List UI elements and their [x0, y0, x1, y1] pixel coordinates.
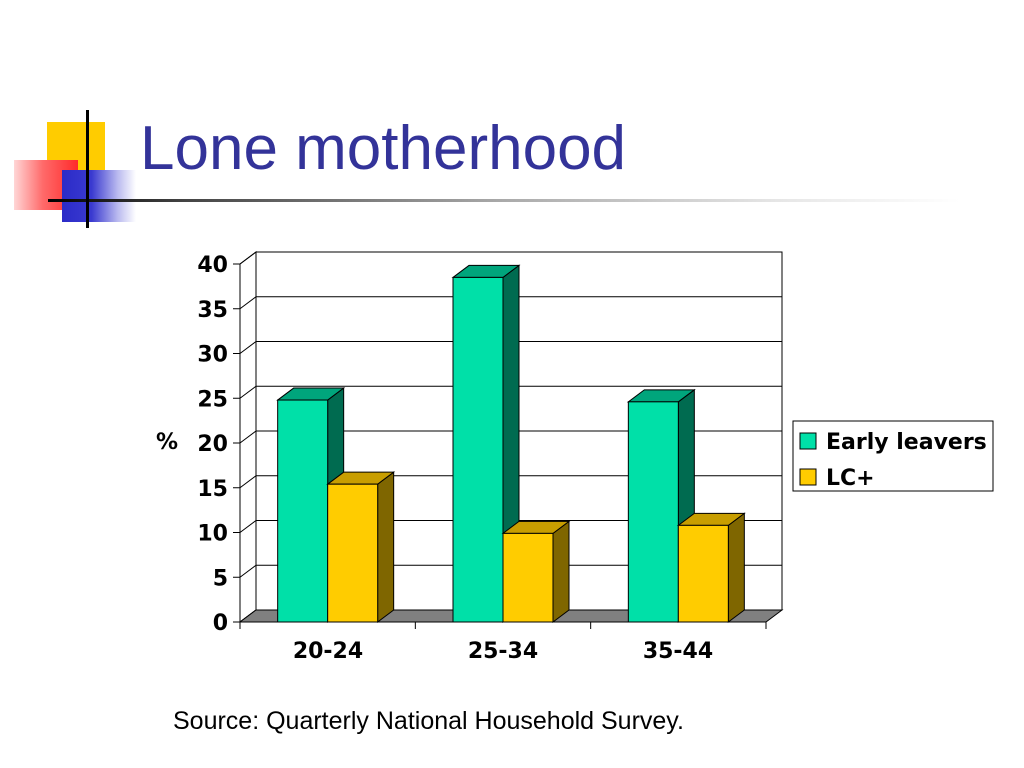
logo-vertical-line: [86, 110, 89, 228]
y-tick-label: 30: [197, 343, 228, 368]
slide-title: Lone motherhood: [140, 114, 627, 183]
x-tick-label: 20-24: [293, 639, 363, 664]
y-tick-label: 15: [197, 477, 228, 502]
logo-blue-square: [62, 170, 136, 222]
legend: Early leavers LC+: [792, 420, 994, 492]
y-tick-label: 5: [213, 566, 228, 591]
legend-label-lc-plus: LC+: [826, 466, 875, 491]
side-gridline: [239, 385, 257, 399]
bar-front-face: [452, 276, 504, 623]
x-tick-label: 25-34: [468, 639, 538, 664]
legend-swatch-early-leavers: [799, 432, 817, 450]
bar-lc-20-24: [326, 471, 396, 623]
legend-swatch-lc-plus: [799, 468, 817, 486]
legend-label-early-leavers: Early leavers: [826, 430, 987, 455]
bar-side-face: [377, 471, 395, 623]
side-gridline: [239, 564, 257, 578]
bar-lc-25-34: [501, 520, 571, 623]
y-tick-label: 0: [213, 611, 228, 636]
side-gridline: [239, 341, 257, 354]
y-tick-label: 35: [197, 298, 228, 323]
x-axis-labels: 20-24 25-34 35-44: [293, 639, 713, 664]
legend-box: [792, 420, 994, 492]
source-note: Source: Quarterly National Household Sur…: [173, 707, 684, 735]
bar-front-face: [327, 483, 379, 623]
side-gridline: [239, 251, 257, 265]
title-underline-rule: [48, 199, 960, 202]
bar-front-face: [502, 532, 554, 623]
side-gridline: [239, 430, 257, 444]
x-tick-label: 35-44: [643, 639, 713, 664]
y-axis-label: %: [156, 430, 178, 455]
y-tick-label: 20: [197, 432, 228, 457]
side-gridline: [239, 296, 257, 310]
y-tick-label: 25: [197, 387, 228, 412]
y-tick-label: 10: [197, 522, 228, 547]
side-gridline: [239, 520, 257, 533]
bar-front-face: [677, 524, 729, 623]
bar-front-face: [627, 401, 679, 623]
side-gridline: [239, 475, 257, 489]
y-tick-label: 40: [197, 253, 228, 278]
bar-lc-35-44: [676, 512, 746, 623]
bar-side-face: [552, 520, 570, 623]
chart-bars: [276, 264, 746, 623]
bar-side-face: [727, 512, 745, 623]
bar-front-face: [277, 399, 329, 623]
y-axis: 0 5 10 15 20 25 30 35 40: [197, 253, 241, 636]
